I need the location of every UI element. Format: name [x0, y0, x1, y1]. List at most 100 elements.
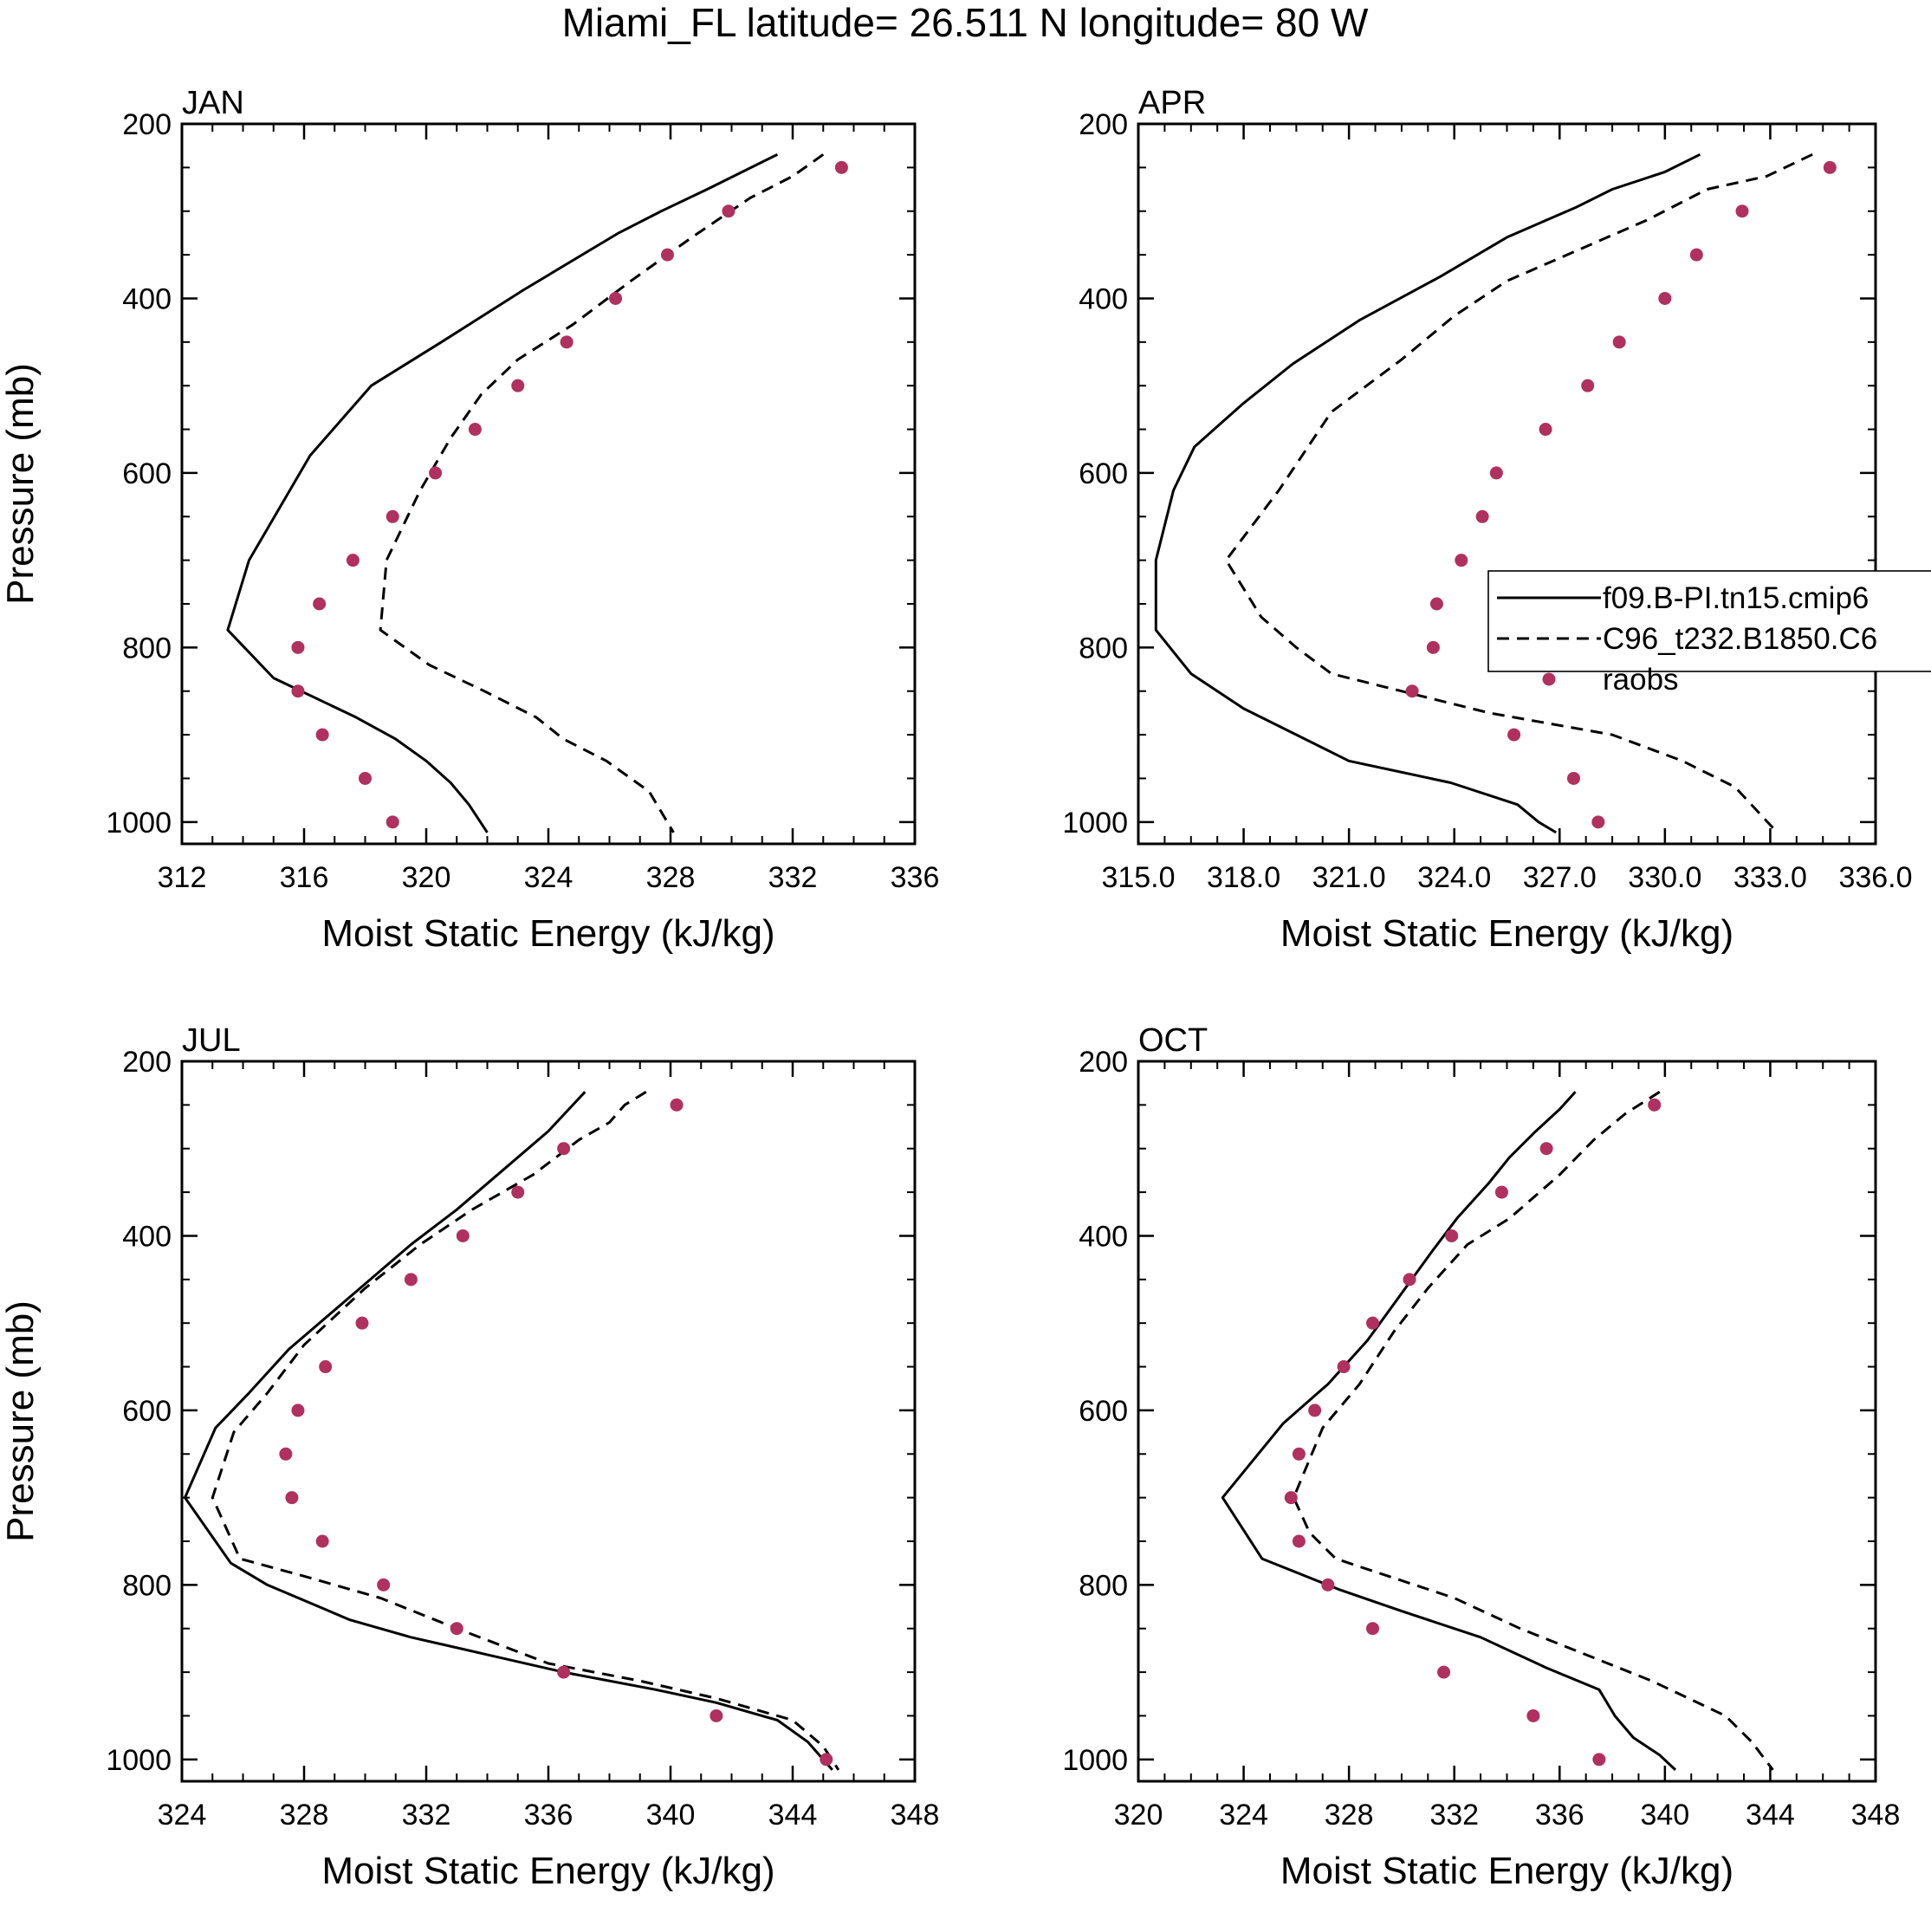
x-tick-label: 316: [280, 861, 329, 894]
raobs-point: [1365, 1316, 1379, 1330]
raobs-point: [313, 597, 327, 611]
raobs-point: [511, 1185, 525, 1199]
raobs-point: [346, 554, 360, 567]
raobs-point: [1292, 1534, 1306, 1548]
x-tick-label: 318.0: [1207, 861, 1280, 894]
plot-frame: [1137, 1060, 1877, 1783]
x-tick-label: 328: [1325, 1799, 1374, 1832]
raobs-point: [291, 640, 305, 654]
raobs-point: [456, 1229, 470, 1242]
x-tick-label: 344: [768, 1799, 818, 1832]
raobs-point: [1405, 684, 1419, 698]
raobs-point: [1475, 509, 1489, 523]
raobs-point: [1445, 1229, 1459, 1242]
raobs-point: [404, 1273, 418, 1287]
raobs-point: [1337, 1360, 1351, 1374]
x-tick-label: 324.0: [1417, 861, 1491, 894]
x-tick-label: 320: [1114, 1799, 1163, 1832]
raobs-point: [1437, 1665, 1451, 1679]
y-tick-label: 600: [1079, 1395, 1128, 1428]
panel-jan: JAN 312 316 320 324 328 332 336 200 400 600 800 1000…: [0, 85, 939, 955]
raobs-point: [557, 1665, 571, 1679]
y-axis-label: Pressure (mb): [0, 363, 42, 605]
x-tick-label: 332: [1429, 1799, 1479, 1832]
x-tick-label: 336: [1535, 1799, 1584, 1832]
panel-label: JUL: [182, 1022, 241, 1059]
y-tick-label: 200: [1079, 108, 1128, 141]
y-tick-label: 800: [1079, 632, 1128, 665]
panel-jul: JUL 324 328 332 336 340 344 348 200 400 600 800 1000…: [0, 1022, 939, 1892]
legend-box: [1487, 570, 1931, 672]
x-tick-label: 324: [158, 1799, 207, 1832]
y-tick-label: 800: [1079, 1569, 1128, 1602]
raobs-point: [660, 248, 674, 262]
x-tick-label: 315.0: [1101, 861, 1175, 894]
y-tick-label: 400: [1079, 1220, 1128, 1253]
raobs-point: [670, 1098, 684, 1112]
raobs-point: [315, 1534, 329, 1548]
x-tick-label: 324: [1219, 1799, 1268, 1832]
raobs-point: [355, 1316, 369, 1330]
raobs-point: [291, 1404, 305, 1417]
y-tick-label: 600: [122, 1395, 172, 1428]
raobs-point: [1592, 1753, 1606, 1767]
raobs-point: [1658, 291, 1672, 305]
series-line-c96: [211, 1091, 840, 1771]
raobs-point: [560, 335, 573, 349]
raobs-point: [511, 379, 525, 392]
y-tick-label: 1000: [1062, 807, 1128, 840]
x-axis-label: Moist Static Energy (kJ/kg): [321, 1850, 774, 1892]
x-tick-label: 336: [891, 861, 940, 894]
raobs-point: [359, 771, 372, 785]
y-tick-label: 600: [122, 457, 172, 490]
legend-label-model2: C96_t232.B1850.C6: [1603, 622, 1877, 656]
x-tick-label: 332: [768, 861, 818, 894]
panels: JAN 312 316 320 324 328 332 336 200 400 600 800 1000…: [0, 85, 1913, 1892]
y-tick-label: 200: [1079, 1046, 1128, 1079]
x-tick-label: 333.0: [1733, 861, 1807, 894]
x-tick-label: 324: [524, 861, 573, 894]
x-tick-label: 340: [646, 1799, 696, 1832]
x-tick-label: 328: [280, 1799, 329, 1832]
y-tick-label: 200: [122, 1046, 172, 1079]
raobs-point: [1612, 335, 1626, 349]
y-tick-label: 1000: [106, 1744, 172, 1777]
raobs-point: [1284, 1491, 1298, 1505]
panel-oct: OCT 320 324 328 332 336 340 344 348 200 400 600 800 1…: [1062, 1022, 1900, 1892]
raobs-point: [722, 204, 735, 218]
series-line-c96: [1292, 1091, 1774, 1771]
y-tick-label: 400: [122, 282, 172, 315]
raobs-point: [1489, 466, 1503, 480]
y-tick-label: 1000: [106, 807, 172, 840]
y-tick-label: 1000: [1062, 1744, 1128, 1777]
x-tick-label: 327.0: [1523, 861, 1597, 894]
raobs-point: [279, 1447, 293, 1461]
plot-frame: [1137, 122, 1877, 846]
x-tick-label: 336.0: [1838, 861, 1912, 894]
y-tick-label: 400: [122, 1220, 172, 1253]
x-tick-label: 320: [402, 861, 451, 894]
series-line-f09: [226, 152, 779, 833]
raobs-point: [1591, 815, 1605, 829]
raobs-point: [1455, 554, 1468, 567]
panel-label: APR: [1138, 85, 1206, 121]
raobs-point: [1403, 1273, 1416, 1287]
y-tick-label: 600: [1079, 457, 1128, 490]
raobs-point: [1823, 160, 1837, 174]
raobs-point: [1526, 1708, 1540, 1722]
x-tick-label: 348: [1851, 1799, 1901, 1832]
x-tick-label: 348: [891, 1799, 940, 1832]
raobs-point: [285, 1491, 299, 1505]
raobs-point: [1648, 1098, 1662, 1112]
y-tick-label: 200: [122, 108, 172, 141]
series-line-f09: [1154, 152, 1701, 834]
figure-title: Miami_FL latitude= 26.511 N longitude= 8…: [562, 0, 1369, 45]
plot-frame: [180, 1060, 917, 1783]
series-line-f09: [184, 1091, 833, 1771]
raobs-point: [1507, 728, 1521, 742]
raobs-point: [1581, 379, 1595, 392]
raobs-point: [820, 1753, 833, 1767]
x-tick-label: 344: [1746, 1799, 1795, 1832]
raobs-point: [834, 160, 848, 174]
raobs-point: [1429, 597, 1443, 611]
